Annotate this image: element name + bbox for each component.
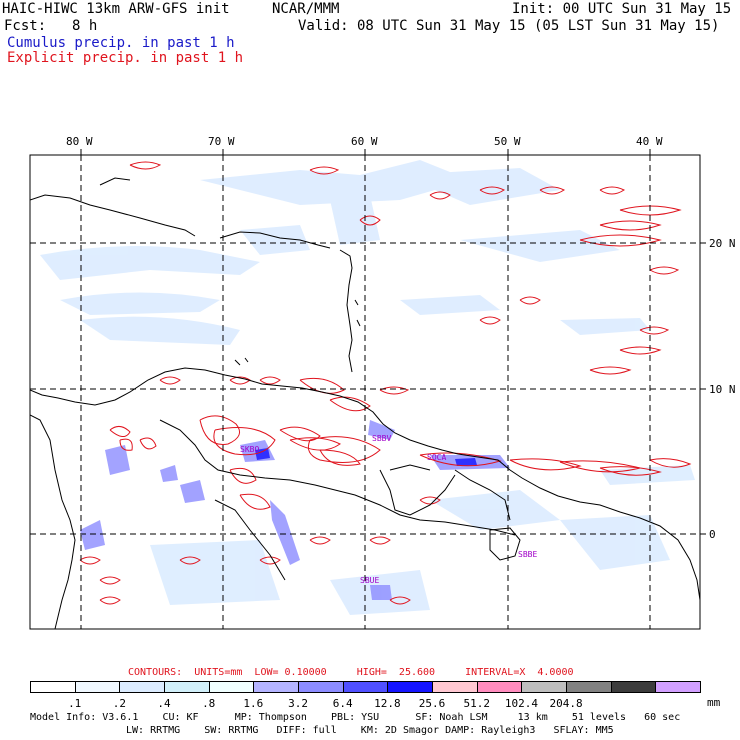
lat-lon-grid xyxy=(30,155,700,629)
lat-label-10n: 10 N xyxy=(709,383,736,396)
color-bar-label: 25.6 xyxy=(418,697,446,710)
station-label-sbbe: SBBE xyxy=(518,550,537,559)
station-label-soca: SOCA xyxy=(427,453,446,462)
color-bar-label: .8 xyxy=(202,697,216,710)
color-bar-label: 3.2 xyxy=(288,697,308,710)
legend-unit: mm xyxy=(707,696,721,709)
lon-label-50w: 50 W xyxy=(494,135,521,148)
color-bar-label: 51.2 xyxy=(463,697,490,710)
lat-label-20n: 20 N xyxy=(709,237,736,250)
coastlines xyxy=(30,177,700,629)
color-bar-segment xyxy=(432,681,478,693)
color-bar-label: .2 xyxy=(112,697,126,710)
color-bar-segment xyxy=(342,681,389,693)
init-time: Init: 00 UTC Sun 31 May 15 xyxy=(512,1,732,17)
color-bar-label: 1.6 xyxy=(243,697,264,710)
cumulus-precip-core xyxy=(80,420,510,600)
explicit-legend-label: Explicit precip. in past 1 h xyxy=(7,50,244,66)
color-bar-segment xyxy=(119,681,165,693)
color-bar-segment xyxy=(30,681,76,693)
model-title: HAIC-HIWC 13km ARW-GFS init xyxy=(2,1,230,17)
contour-info: CONTOURS: UNITS=mm LOW= 0.10000 HIGH= 25… xyxy=(128,667,574,678)
station-label-skbo: SKBO xyxy=(240,445,259,454)
lon-label-40w: 40 W xyxy=(636,135,663,148)
color-bar-segment xyxy=(74,681,121,693)
color-bar-segment xyxy=(476,681,523,693)
color-bar-segment xyxy=(655,681,701,693)
color-bar-label: .4 xyxy=(157,697,171,710)
explicit-precip-contours xyxy=(79,161,692,605)
station-label-sbbv: SBBV xyxy=(372,434,391,443)
cumulus-precip-heavy xyxy=(255,448,477,466)
fcst-value: 8 h xyxy=(72,18,98,34)
color-bar-segment xyxy=(298,681,344,693)
station-markers: SBBV SKBO SOCA SBBE SBUE xyxy=(240,434,537,585)
color-bar-segment xyxy=(253,681,299,693)
color-bar-label: 102.4 xyxy=(504,697,538,710)
lat-label-0: 0 xyxy=(709,528,716,541)
color-bar-segment xyxy=(521,681,567,693)
color-bar-segment xyxy=(208,681,255,693)
org-label: NCAR/MMM xyxy=(272,1,340,17)
model-info-line1: Model Info: V3.6.1 CU: KF MP: Thompson P… xyxy=(30,712,681,723)
fcst-label: Fcst: xyxy=(4,18,47,34)
lon-label-80w: 80 W xyxy=(66,135,93,148)
color-bar-segment xyxy=(387,681,433,693)
cumulus-precip-shading xyxy=(40,160,695,615)
color-bar-segment xyxy=(610,681,657,693)
color-bar-segment xyxy=(566,681,612,693)
valid-time: Valid: 08 UTC Sun 31 May 15 (05 LST Sun … xyxy=(298,18,720,34)
color-bar-label: .1 xyxy=(68,697,82,710)
color-bar-label: 204.8 xyxy=(549,697,583,710)
model-info-line2: LW: RRTMG SW: RRTMG DIFF: full KM: 2D Sm… xyxy=(126,725,614,736)
cumulus-legend-label: Cumulus precip. in past 1 h xyxy=(7,35,235,51)
color-bar-label: 12.8 xyxy=(374,697,401,710)
station-label-sbue: SBUE xyxy=(360,576,379,585)
lon-label-70w: 70 W xyxy=(208,135,235,148)
lon-label-60w: 60 W xyxy=(351,135,378,148)
color-bar-segment xyxy=(164,681,210,693)
color-bar-label: 6.4 xyxy=(332,697,353,710)
